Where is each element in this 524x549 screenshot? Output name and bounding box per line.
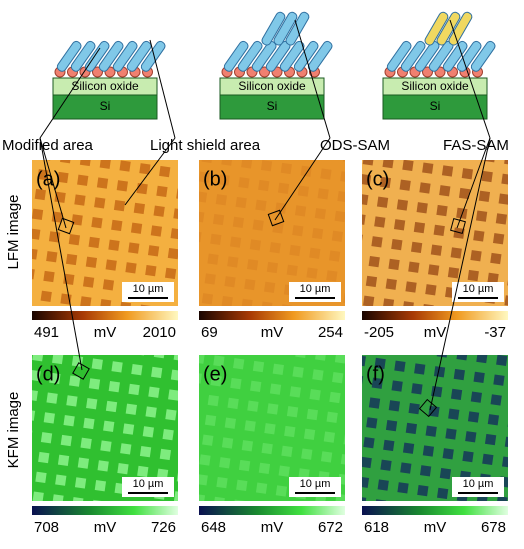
schematic: Silicon oxide Si <box>220 11 334 119</box>
row-label: LFM image <box>5 194 22 269</box>
scale-bar-label: 10 µm <box>463 478 494 490</box>
colorbar-min: -205 <box>364 324 394 341</box>
panel: (e) 10 µm 648 mV 672 <box>199 355 345 536</box>
colorbar-unit: mV <box>261 519 284 536</box>
colorbar <box>362 311 508 320</box>
panel-label: (f) <box>366 363 385 385</box>
schematic: Silicon oxide Si <box>53 40 167 119</box>
panel-label: (e) <box>203 363 227 385</box>
colorbar-max: 2010 <box>143 324 176 341</box>
colorbar-min: 69 <box>201 324 218 341</box>
colorbar-unit: mV <box>424 519 447 536</box>
scale-bar-label: 10 µm <box>300 478 331 490</box>
layer-label: Si <box>100 99 111 113</box>
colorbar-min: 491 <box>34 324 59 341</box>
panel: (b) 10 µm 69 mV 254 <box>199 160 345 341</box>
colorbar <box>362 506 508 515</box>
colorbar-max: 254 <box>318 324 343 341</box>
colorbar-unit: mV <box>94 324 117 341</box>
layer-label: Silicon oxide <box>71 79 139 93</box>
panel-label: (a) <box>36 168 60 190</box>
colorbar-unit: mV <box>261 324 284 341</box>
layer-label: Silicon oxide <box>401 79 469 93</box>
colorbar-min: 648 <box>201 519 226 536</box>
scale-bar-label: 10 µm <box>300 283 331 295</box>
colorbar-min: 708 <box>34 519 59 536</box>
callout: ODS-SAM <box>320 137 390 154</box>
colorbar-max: 726 <box>151 519 176 536</box>
panel: (c) 10 µm -205 mV -37 <box>362 160 508 341</box>
schematic: Silicon oxide Si <box>383 11 497 119</box>
scale-bar-label: 10 µm <box>463 283 494 295</box>
row-label: KFM image <box>5 392 22 469</box>
colorbar <box>199 311 345 320</box>
colorbar-max: 672 <box>318 519 343 536</box>
colorbar <box>199 506 345 515</box>
callout: FAS-SAM <box>443 137 509 154</box>
colorbar-min: 618 <box>364 519 389 536</box>
colorbar-max: 678 <box>481 519 506 536</box>
layer-label: Si <box>430 99 441 113</box>
panel-label: (c) <box>366 168 389 190</box>
colorbar <box>32 506 178 515</box>
scale-bar-label: 10 µm <box>133 283 164 295</box>
colorbar-unit: mV <box>94 519 117 536</box>
panel: (d) 10 µm 708 mV 726 <box>32 355 178 536</box>
panel: (f) 10 µm 618 mV 678 <box>362 355 508 536</box>
panel-label: (d) <box>36 363 60 385</box>
layer-label: Silicon oxide <box>238 79 306 93</box>
colorbar-max: -37 <box>484 324 506 341</box>
colorbar-unit: mV <box>424 324 447 341</box>
callout: Modified area <box>2 137 94 154</box>
panel-label: (b) <box>203 168 227 190</box>
callout: Light shield area <box>150 137 261 154</box>
layer-label: Si <box>267 99 278 113</box>
colorbar <box>32 311 178 320</box>
scale-bar-label: 10 µm <box>133 478 164 490</box>
